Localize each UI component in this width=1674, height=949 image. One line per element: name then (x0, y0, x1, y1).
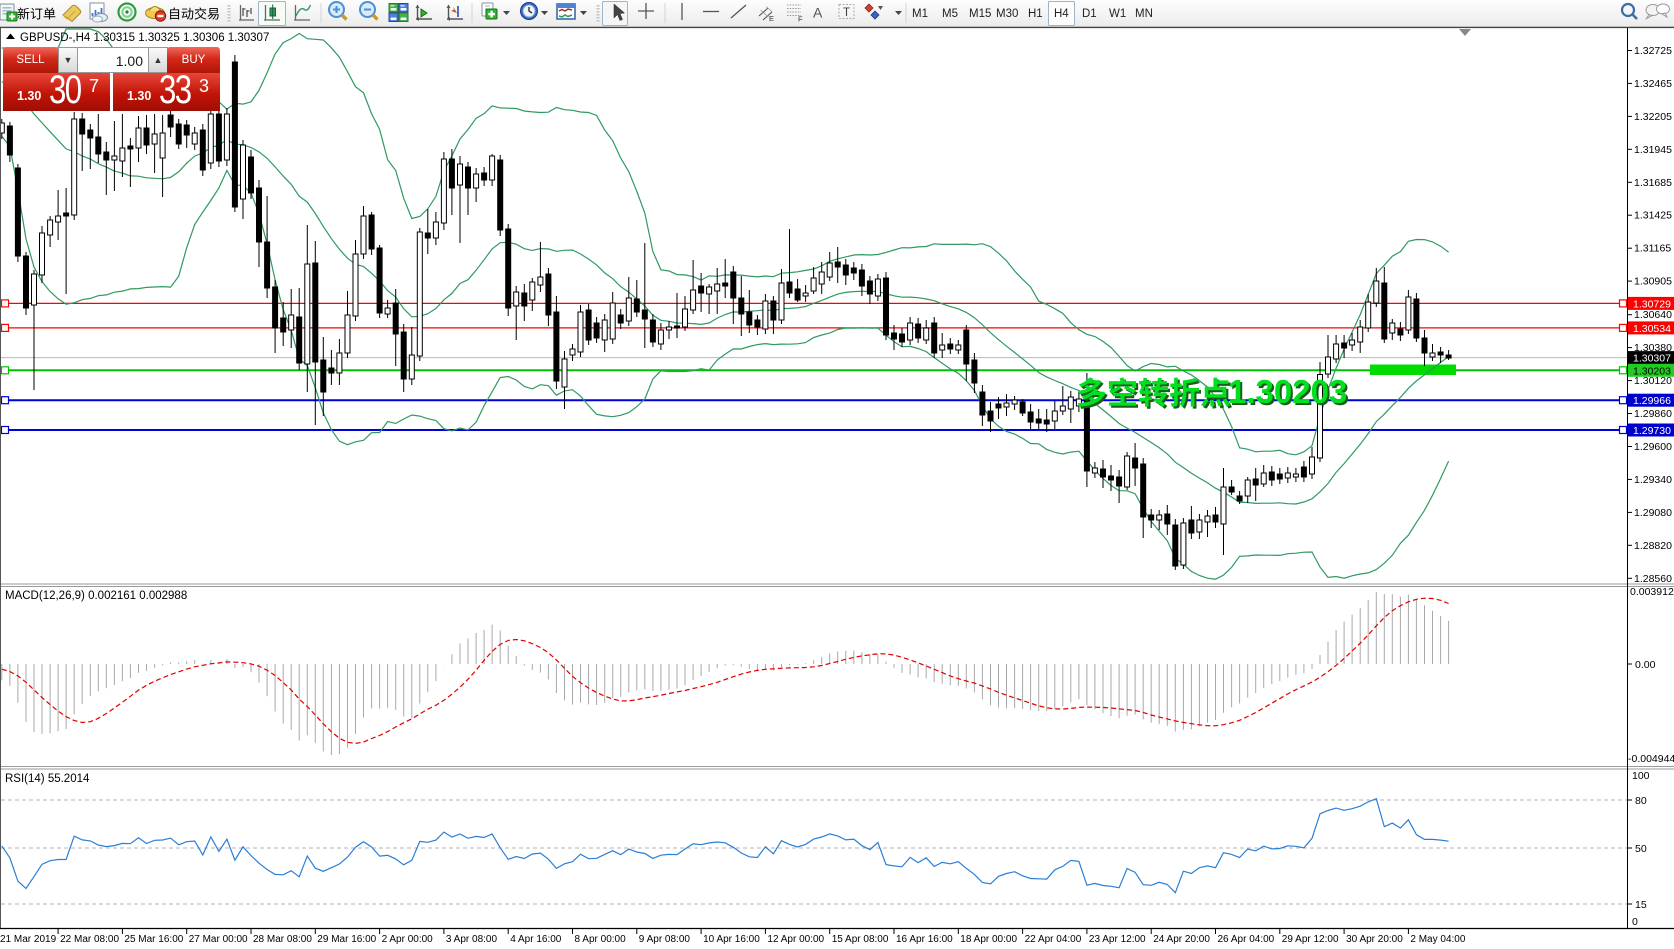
svg-text:E: E (769, 14, 774, 23)
svg-text:H4: H4 (1054, 8, 1069, 20)
svg-text:1.30203: 1.30203 (1230, 375, 1349, 412)
svg-text:1.29860: 1.29860 (1634, 408, 1672, 420)
svg-text:24 Apr 20:00: 24 Apr 20:00 (1153, 934, 1210, 945)
svg-text:1.30203: 1.30203 (1228, 373, 1347, 410)
svg-text:15 Apr 08:00: 15 Apr 08:00 (832, 934, 889, 945)
svg-text:1.31685: 1.31685 (1634, 177, 1672, 189)
svg-text:M5: M5 (942, 8, 958, 20)
svg-text:RSI(14) 55.2014: RSI(14) 55.2014 (5, 773, 90, 785)
svg-text:10 Apr 16:00: 10 Apr 16:00 (703, 934, 760, 945)
svg-text:22 Mar 08:00: 22 Mar 08:00 (60, 934, 119, 945)
svg-text:1.31945: 1.31945 (1634, 144, 1672, 156)
svg-text:27 Mar 00:00: 27 Mar 00:00 (189, 934, 248, 945)
svg-text:2 May 04:00: 2 May 04:00 (1410, 934, 1465, 945)
svg-text:25 Mar 16:00: 25 Mar 16:00 (124, 934, 183, 945)
svg-text:29 Mar 16:00: 29 Mar 16:00 (317, 934, 376, 945)
svg-text:3 Apr 08:00: 3 Apr 08:00 (446, 934, 498, 945)
svg-text:1.29340: 1.29340 (1634, 474, 1672, 486)
svg-text:0.003912: 0.003912 (1630, 586, 1674, 598)
svg-text:50: 50 (1635, 843, 1647, 855)
svg-text:22 Apr 04:00: 22 Apr 04:00 (1025, 934, 1082, 945)
svg-text:1.30534: 1.30534 (1633, 323, 1671, 335)
svg-text:2 Apr 00:00: 2 Apr 00:00 (382, 934, 434, 945)
svg-text:26 Apr 04:00: 26 Apr 04:00 (1218, 934, 1275, 945)
svg-text:A: A (813, 5, 823, 21)
svg-text:MACD(12,26,9) 0.002161 0.00298: MACD(12,26,9) 0.002161 0.002988 (5, 590, 187, 602)
svg-text:1.30307: 1.30307 (1633, 353, 1671, 365)
svg-text:18 Apr 00:00: 18 Apr 00:00 (960, 934, 1017, 945)
svg-text:29 Apr 12:00: 29 Apr 12:00 (1282, 934, 1339, 945)
svg-text:T: T (843, 7, 850, 19)
svg-text:80: 80 (1635, 795, 1647, 807)
svg-text:1.32725: 1.32725 (1634, 45, 1672, 57)
svg-text:15: 15 (1635, 899, 1647, 911)
svg-text:H1: H1 (1028, 8, 1043, 20)
svg-text:1.30905: 1.30905 (1634, 276, 1672, 288)
svg-text:W1: W1 (1109, 8, 1126, 20)
svg-text:1.31425: 1.31425 (1634, 210, 1672, 222)
svg-text:16 Apr 16:00: 16 Apr 16:00 (896, 934, 953, 945)
svg-text:1.30640: 1.30640 (1634, 309, 1672, 321)
svg-text:-0.004944: -0.004944 (1628, 753, 1674, 765)
svg-text:1.31165: 1.31165 (1634, 243, 1671, 255)
svg-text:100: 100 (1632, 770, 1650, 782)
svg-text:4 Apr 16:00: 4 Apr 16:00 (510, 934, 562, 945)
svg-text:30 Apr 20:00: 30 Apr 20:00 (1346, 934, 1403, 945)
svg-text:0: 0 (1632, 916, 1638, 928)
svg-text:28 Mar 08:00: 28 Mar 08:00 (253, 934, 312, 945)
svg-text:12 Apr 00:00: 12 Apr 00:00 (767, 934, 824, 945)
svg-text:1.29600: 1.29600 (1634, 441, 1672, 453)
svg-text:GBPUSD-,H4 1.30315 1.30325 1.: GBPUSD-,H4 1.30315 1.30325 1.30306 1.303… (20, 32, 269, 44)
svg-text:M1: M1 (912, 8, 928, 20)
svg-text:1.30120: 1.30120 (1634, 375, 1672, 387)
svg-text:MN: MN (1135, 8, 1153, 20)
svg-text:1.32205: 1.32205 (1634, 111, 1672, 123)
svg-text:F: F (798, 15, 803, 24)
svg-text:1.29966: 1.29966 (1633, 395, 1671, 407)
svg-text:8 Apr 00:00: 8 Apr 00:00 (575, 934, 627, 945)
svg-text:1.30729: 1.30729 (1633, 298, 1671, 310)
svg-text:1.28560: 1.28560 (1634, 573, 1672, 585)
svg-text:0.00: 0.00 (1635, 659, 1656, 671)
svg-text:1.32465: 1.32465 (1634, 78, 1672, 90)
svg-text:D1: D1 (1082, 8, 1097, 20)
svg-text:21 Mar 2019: 21 Mar 2019 (0, 934, 57, 945)
svg-text:1.28820: 1.28820 (1634, 540, 1672, 552)
svg-text:23 Apr 12:00: 23 Apr 12:00 (1089, 934, 1146, 945)
svg-text:1.30203: 1.30203 (1633, 365, 1671, 377)
svg-text:9 Apr 08:00: 9 Apr 08:00 (639, 934, 691, 945)
svg-text:1.29730: 1.29730 (1633, 425, 1671, 437)
svg-text:M15: M15 (969, 8, 991, 20)
svg-text:1.29080: 1.29080 (1634, 507, 1672, 519)
svg-text:M30: M30 (996, 8, 1018, 20)
